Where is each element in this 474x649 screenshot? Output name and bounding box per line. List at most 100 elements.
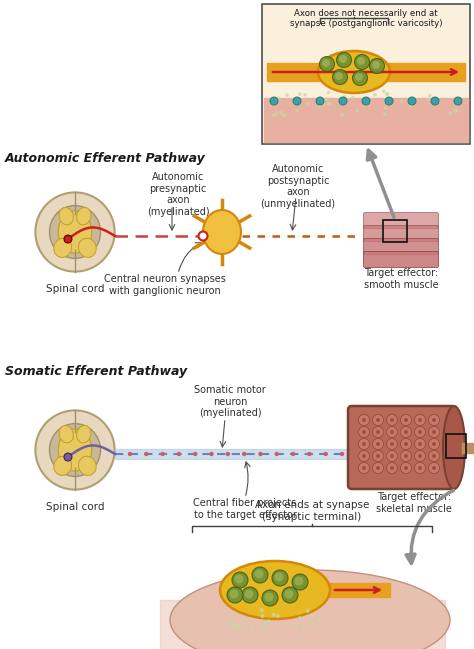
Circle shape <box>291 452 295 456</box>
Circle shape <box>455 108 458 112</box>
Circle shape <box>385 97 393 105</box>
Circle shape <box>370 58 384 73</box>
Text: Target effector:
smooth muscle: Target effector: smooth muscle <box>364 268 438 289</box>
Text: Autonomic
presynaptic
axon
(myelinated): Autonomic presynaptic axon (myelinated) <box>146 172 210 217</box>
Circle shape <box>227 587 243 603</box>
Circle shape <box>376 430 380 434</box>
Circle shape <box>274 452 279 456</box>
Circle shape <box>414 415 426 426</box>
Circle shape <box>355 55 370 69</box>
Ellipse shape <box>49 206 100 258</box>
Ellipse shape <box>36 192 115 271</box>
Circle shape <box>372 61 380 69</box>
Circle shape <box>418 454 422 458</box>
Circle shape <box>260 608 264 613</box>
Circle shape <box>270 97 278 105</box>
Ellipse shape <box>220 561 330 619</box>
Circle shape <box>285 93 289 97</box>
Circle shape <box>276 614 280 618</box>
Circle shape <box>432 442 436 446</box>
Circle shape <box>390 466 394 470</box>
Circle shape <box>267 619 271 623</box>
Ellipse shape <box>170 570 450 649</box>
Circle shape <box>404 454 408 458</box>
Circle shape <box>199 232 208 241</box>
Circle shape <box>303 93 307 97</box>
Circle shape <box>310 621 314 625</box>
Circle shape <box>322 103 326 106</box>
Circle shape <box>298 616 302 620</box>
Text: Spinal cord: Spinal cord <box>46 502 104 512</box>
Circle shape <box>295 109 299 113</box>
Circle shape <box>301 626 306 630</box>
Text: Central neuron synapses
with ganglionic neuron: Central neuron synapses with ganglionic … <box>104 274 226 295</box>
Circle shape <box>260 626 264 630</box>
FancyBboxPatch shape <box>348 406 456 489</box>
Circle shape <box>454 97 462 105</box>
Ellipse shape <box>58 211 92 253</box>
Circle shape <box>418 418 422 422</box>
Circle shape <box>226 452 230 456</box>
Circle shape <box>255 570 264 578</box>
Text: Spinal cord: Spinal cord <box>46 284 104 294</box>
Circle shape <box>351 96 355 99</box>
Circle shape <box>160 452 165 456</box>
Circle shape <box>373 426 383 437</box>
Circle shape <box>428 415 439 426</box>
Circle shape <box>316 97 324 105</box>
Circle shape <box>327 102 330 105</box>
Circle shape <box>358 439 370 450</box>
Circle shape <box>340 452 344 456</box>
Text: Autonomic Efferent Pathway: Autonomic Efferent Pathway <box>5 152 206 165</box>
Circle shape <box>258 452 263 456</box>
Circle shape <box>401 439 411 450</box>
Ellipse shape <box>77 208 91 225</box>
Circle shape <box>431 97 439 105</box>
Circle shape <box>428 97 431 101</box>
Circle shape <box>307 452 311 456</box>
Circle shape <box>358 415 370 426</box>
Circle shape <box>428 463 439 474</box>
Text: Axon does not necessarily end at
synapse (postganglionic varicosity): Axon does not necessarily end at synapse… <box>290 9 442 29</box>
Circle shape <box>373 463 383 474</box>
Circle shape <box>294 576 303 585</box>
Circle shape <box>414 450 426 461</box>
FancyBboxPatch shape <box>364 225 438 241</box>
Circle shape <box>235 574 244 583</box>
FancyBboxPatch shape <box>262 4 470 144</box>
Text: Somatic motor
neuron
(myelinated): Somatic motor neuron (myelinated) <box>194 385 266 418</box>
Circle shape <box>373 450 383 461</box>
Circle shape <box>418 442 422 446</box>
FancyBboxPatch shape <box>364 252 438 267</box>
Circle shape <box>242 587 258 603</box>
Circle shape <box>454 109 457 113</box>
Circle shape <box>317 618 321 622</box>
Circle shape <box>238 623 242 628</box>
Circle shape <box>401 450 411 461</box>
Circle shape <box>272 114 276 117</box>
Circle shape <box>230 624 234 628</box>
Bar <box>446 434 466 458</box>
Circle shape <box>418 466 422 470</box>
Text: Central fiber projects
to the target effector: Central fiber projects to the target eff… <box>193 498 297 520</box>
Circle shape <box>362 454 366 458</box>
Circle shape <box>193 452 198 456</box>
Circle shape <box>311 613 315 617</box>
Circle shape <box>357 57 365 65</box>
Ellipse shape <box>443 406 465 489</box>
Circle shape <box>386 415 398 426</box>
Circle shape <box>404 442 408 446</box>
Circle shape <box>335 72 343 80</box>
Circle shape <box>64 235 72 243</box>
Circle shape <box>358 450 370 461</box>
Circle shape <box>144 452 148 456</box>
Circle shape <box>337 53 352 67</box>
Text: Target effector:
skeletal muscle: Target effector: skeletal muscle <box>376 492 452 513</box>
Ellipse shape <box>78 456 96 476</box>
Circle shape <box>418 430 422 434</box>
Circle shape <box>284 589 293 598</box>
FancyBboxPatch shape <box>364 238 438 254</box>
Circle shape <box>414 426 426 437</box>
Circle shape <box>281 113 284 116</box>
Circle shape <box>252 567 268 583</box>
